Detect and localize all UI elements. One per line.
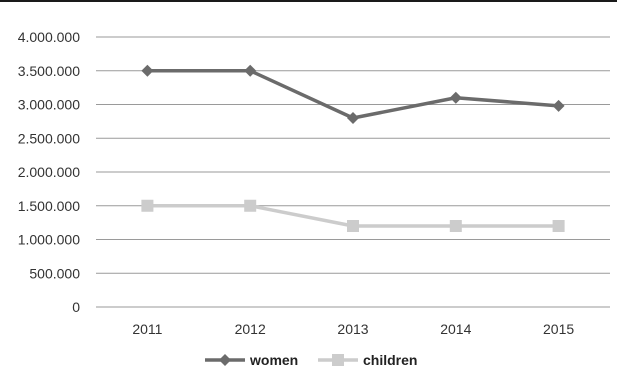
y-tick-label: 2.000.000 bbox=[18, 164, 80, 180]
y-tick-label: 3.000.000 bbox=[18, 97, 80, 113]
y-tick-label: 4.000.000 bbox=[18, 29, 80, 45]
point-children-2012 bbox=[244, 199, 257, 212]
point-women-2013 bbox=[347, 112, 359, 124]
legend-label-children: children bbox=[363, 352, 417, 368]
series-line-women bbox=[147, 69, 559, 120]
legend-item-children: children bbox=[318, 352, 417, 368]
legend-label-women: women bbox=[249, 352, 298, 368]
x-axis-tick-labels: 2011 2012 2013 2014 2015 bbox=[132, 321, 574, 337]
legend-marker-children bbox=[332, 354, 344, 366]
x-tick-label: 2014 bbox=[440, 321, 471, 337]
point-women-2011 bbox=[141, 64, 154, 77]
y-axis-tick-labels: 0 500.000 1.000.000 1.500.000 2.000.000 2.500… bbox=[18, 29, 81, 315]
x-tick-label: 2012 bbox=[235, 321, 266, 337]
y-tick-label: 1.000.000 bbox=[18, 232, 80, 248]
y-tick-label: 500.000 bbox=[29, 265, 80, 281]
legend-marker-women bbox=[219, 354, 231, 366]
x-tick-label: 2015 bbox=[543, 321, 574, 337]
legend-item-women: women bbox=[205, 352, 298, 368]
point-women-2014 bbox=[449, 91, 462, 104]
y-tick-label: 2.500.000 bbox=[18, 130, 80, 146]
series-layer bbox=[141, 64, 565, 232]
gridlines bbox=[96, 36, 610, 308]
series-children bbox=[141, 199, 565, 232]
y-tick-label: 3.500.000 bbox=[18, 63, 80, 79]
x-tick-label: 2011 bbox=[132, 321, 162, 337]
point-children-2011 bbox=[141, 199, 154, 212]
x-tick-label: 2013 bbox=[337, 321, 368, 337]
series-women bbox=[141, 64, 565, 124]
y-tick-label: 1.500.000 bbox=[18, 198, 80, 214]
point-women-2015 bbox=[552, 99, 565, 112]
point-children-2015 bbox=[552, 220, 565, 232]
point-women-2012 bbox=[244, 64, 257, 77]
point-children-2013 bbox=[347, 220, 359, 232]
legend: women children bbox=[205, 352, 417, 368]
point-children-2014 bbox=[449, 220, 462, 232]
y-tick-label: 0 bbox=[72, 299, 80, 315]
